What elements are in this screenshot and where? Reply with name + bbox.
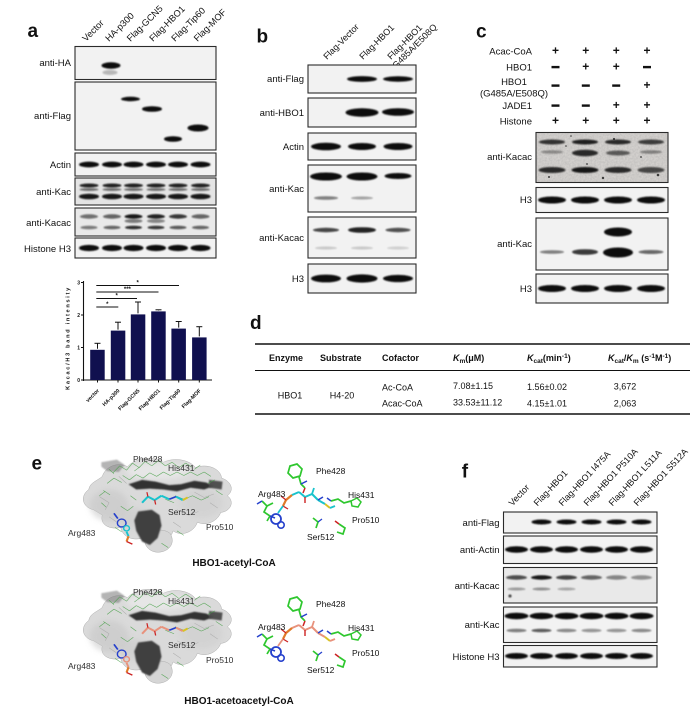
svg-text:Histone H3: Histone H3 (453, 652, 500, 663)
svg-text:f: f (462, 461, 469, 482)
svg-text:+: + (643, 78, 650, 92)
svg-text:His431: His431 (348, 623, 375, 633)
svg-text:JADE1: JADE1 (502, 101, 532, 112)
svg-text:2: 2 (77, 313, 80, 319)
svg-text:3: 3 (77, 281, 80, 287)
svg-text:Ac-CoA: Ac-CoA (382, 383, 413, 393)
svg-text:+: + (613, 98, 620, 112)
svg-text:anti-Kac: anti-Kac (497, 239, 532, 250)
svg-text:H3: H3 (520, 195, 532, 206)
svg-text:Pro510: Pro510 (352, 648, 380, 658)
svg-text:Acac-CoA: Acac-CoA (489, 47, 532, 58)
svg-text:+: + (613, 60, 620, 74)
svg-text:His431: His431 (168, 463, 195, 473)
svg-text:HBO1: HBO1 (506, 63, 532, 74)
svg-text:anti-Flag: anti-Flag (34, 111, 71, 122)
svg-text:b: b (257, 27, 269, 48)
svg-text:d: d (250, 313, 262, 334)
svg-text:HBO1-acetoacetyl-CoA: HBO1-acetoacetyl-CoA (184, 696, 293, 707)
svg-text:Arg483: Arg483 (68, 661, 96, 671)
svg-text:His431: His431 (348, 490, 375, 500)
svg-text:anti-Actin: anti-Actin (460, 545, 500, 556)
svg-text:+: + (643, 98, 650, 112)
svg-text:+: + (582, 44, 589, 58)
svg-text:anti-HA: anti-HA (39, 58, 71, 69)
svg-text:c: c (476, 21, 487, 42)
svg-text:3,672: 3,672 (614, 382, 637, 392)
svg-text:7.08±1.15: 7.08±1.15 (453, 381, 493, 391)
svg-text:1: 1 (77, 346, 80, 352)
svg-text:***: *** (124, 287, 132, 293)
svg-text:Actin: Actin (283, 142, 304, 153)
svg-text:(G485A/E508Q): (G485A/E508Q) (480, 89, 548, 100)
svg-text:anti-Kac: anti-Kac (36, 187, 71, 198)
svg-text:anti-Kacac: anti-Kacac (26, 218, 71, 229)
svg-text:anti-Kacac: anti-Kacac (487, 152, 532, 163)
svg-text:H4-20: H4-20 (330, 391, 355, 401)
svg-text:Kcat(min-1): Kcat(min-1) (527, 353, 571, 365)
svg-text:Phe428: Phe428 (133, 454, 163, 464)
svg-text:Cofactor: Cofactor (382, 353, 419, 363)
svg-text:0: 0 (77, 378, 80, 384)
svg-text:4.15±1.01: 4.15±1.01 (527, 399, 567, 409)
svg-text:Acac-CoA: Acac-CoA (382, 399, 423, 409)
svg-text:+: + (643, 114, 650, 128)
svg-text:+: + (613, 114, 620, 128)
svg-text:HBO1: HBO1 (501, 77, 527, 88)
svg-text:Arg483: Arg483 (258, 622, 286, 632)
svg-text:+: + (552, 44, 559, 58)
svg-text:e: e (32, 454, 43, 475)
svg-text:Substrate: Substrate (320, 353, 362, 363)
svg-text:Histone H3: Histone H3 (24, 244, 71, 255)
svg-text:H3: H3 (292, 274, 304, 285)
svg-text:*: * (137, 281, 140, 287)
svg-text:H3: H3 (520, 284, 532, 295)
svg-text:Arg483: Arg483 (258, 489, 286, 499)
svg-text:33.53±11.12: 33.53±11.12 (453, 398, 502, 408)
svg-text:anti-Kacac: anti-Kacac (455, 581, 500, 592)
svg-text:anti-Kacac: anti-Kacac (259, 233, 304, 244)
svg-text:+: + (643, 44, 650, 58)
svg-text:+: + (582, 114, 589, 128)
svg-text:HBO1-acetyl-CoA: HBO1-acetyl-CoA (192, 558, 275, 569)
svg-text:Km(μM): Km(μM) (453, 353, 484, 365)
svg-text:+: + (613, 44, 620, 58)
svg-text:Kacac/H3 band intensity: Kacac/H3 band intensity (66, 286, 72, 390)
svg-text:Pro510: Pro510 (352, 515, 380, 525)
svg-text:Phe428: Phe428 (316, 466, 346, 476)
svg-text:Ser512: Ser512 (168, 640, 196, 650)
svg-text:a: a (28, 21, 39, 42)
svg-text:+: + (582, 60, 589, 74)
svg-text:Ser512: Ser512 (307, 532, 335, 542)
svg-text:anti-Flag: anti-Flag (463, 518, 500, 529)
svg-text:*: * (116, 294, 119, 300)
svg-text:Phe428: Phe428 (133, 587, 163, 597)
svg-text:His431: His431 (168, 596, 195, 606)
svg-text:2,063: 2,063 (614, 399, 637, 409)
svg-text:*: * (106, 302, 109, 308)
svg-text:Pro510: Pro510 (206, 655, 234, 665)
svg-text:Phe428: Phe428 (316, 599, 346, 609)
svg-text:HBO1: HBO1 (278, 391, 303, 401)
svg-text:anti-Flag: anti-Flag (267, 74, 304, 85)
svg-text:anti-HBO1: anti-HBO1 (260, 108, 304, 119)
svg-text:1.56±0.02: 1.56±0.02 (527, 382, 567, 392)
svg-text:anti-Kac: anti-Kac (465, 620, 500, 631)
svg-text:anti-Kac: anti-Kac (269, 184, 304, 195)
svg-text:Arg483: Arg483 (68, 528, 96, 538)
svg-text:Kcat/Km (s-1M-1): Kcat/Km (s-1M-1) (608, 353, 671, 365)
svg-text:Pro510: Pro510 (206, 522, 234, 532)
svg-text:Actin: Actin (50, 160, 71, 171)
svg-text:Histone: Histone (500, 117, 532, 128)
svg-text:Ser512: Ser512 (307, 665, 335, 675)
svg-text:Ser512: Ser512 (168, 507, 196, 517)
svg-text:+: + (552, 114, 559, 128)
svg-text:Enzyme: Enzyme (269, 353, 303, 363)
